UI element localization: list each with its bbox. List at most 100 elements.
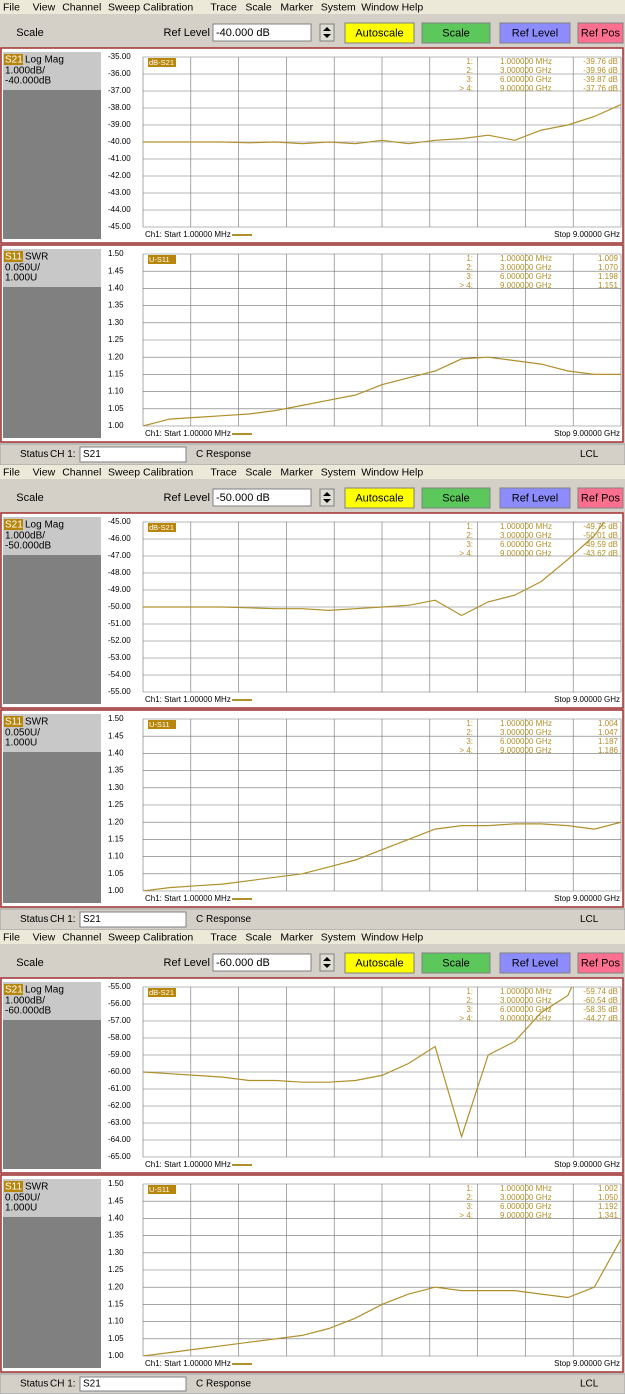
button-label[interactable]: Autoscale [355, 27, 403, 39]
menu-item[interactable]: Marker [280, 1, 313, 13]
toolbar-title: Scale [16, 27, 44, 39]
trace [143, 522, 605, 617]
y-tick-label: -50.00 [108, 602, 131, 611]
y-tick-label: -42.00 [108, 171, 131, 180]
marker-freq: 6.000000 GHz [500, 75, 552, 84]
menu-item[interactable]: Channel [62, 466, 101, 478]
toolbar-button[interactable] [344, 952, 415, 974]
menu-item[interactable]: Trace [210, 931, 237, 943]
y-tick-label: 1.20 [108, 352, 124, 361]
toolbar-button[interactable] [344, 22, 415, 44]
menu-item[interactable]: Channel [62, 931, 101, 943]
marker-id: 2: [466, 66, 473, 75]
button-label[interactable]: Scale [442, 492, 470, 504]
menu-item[interactable]: Calibration [143, 466, 193, 478]
spinner[interactable] [319, 953, 335, 972]
menu-item[interactable]: Marker [280, 466, 313, 478]
marker-id: 3: [466, 1005, 473, 1014]
toolbar-button[interactable] [421, 22, 491, 44]
y-tick-label: -40.00 [108, 137, 131, 146]
y-tick-label: 1.10 [108, 852, 124, 861]
toolbar-button[interactable] [499, 22, 571, 44]
y-tick-label: -55.00 [108, 982, 131, 991]
marker-freq: 9.000000 GHz [500, 1211, 552, 1220]
menu-item[interactable]: Trace [210, 466, 237, 478]
toolbar-button[interactable] [421, 487, 491, 509]
button-label[interactable]: Ref Pos [581, 492, 621, 504]
y-tick-label: 1.50 [108, 1179, 124, 1188]
toolbar-button[interactable] [577, 22, 624, 44]
menu-item[interactable]: View [33, 1, 56, 13]
toolbar-button[interactable] [577, 487, 624, 509]
menu-item[interactable]: Scale [245, 1, 271, 13]
marker-id: 3: [466, 737, 473, 746]
toolbar-button[interactable] [577, 952, 624, 974]
y-tick-label: 1.20 [108, 817, 124, 826]
marker-id: > 4: [459, 281, 473, 290]
marker-freq: 1.000000 MHz [500, 254, 552, 263]
menu-item[interactable]: System [321, 466, 356, 478]
marker-value: 1.050 [598, 1193, 619, 1202]
menu-item[interactable]: Scale [245, 931, 271, 943]
menu-item[interactable]: Sweep [108, 466, 140, 478]
menu-item[interactable]: Window [361, 466, 399, 478]
menu-item[interactable]: File [3, 466, 20, 478]
param-name: S21 [5, 55, 23, 66]
toolbar-button[interactable] [344, 487, 415, 509]
ref-input[interactable] [212, 953, 312, 972]
y-tick-label: -48.00 [108, 568, 131, 577]
button-label[interactable]: Scale [442, 27, 470, 39]
spinner[interactable] [319, 488, 335, 507]
button-label[interactable]: Ref Pos [581, 957, 621, 969]
button-label[interactable]: Autoscale [355, 957, 403, 969]
button-label[interactable]: Ref Level [512, 957, 558, 969]
menu-item[interactable]: Help [402, 931, 424, 943]
y-tick-label: 1.05 [108, 869, 124, 878]
y-tick-label: -54.00 [108, 670, 131, 679]
marker-value: 1.192 [598, 1202, 619, 1211]
menu-item[interactable]: Window [361, 931, 399, 943]
start-label: Ch1: Start 1.00000 MHz [145, 894, 231, 903]
menu-item[interactable]: Sweep [108, 931, 140, 943]
menu-item[interactable]: Channel [62, 1, 101, 13]
menu-item[interactable]: Help [402, 1, 424, 13]
y-tick-label: -52.00 [108, 636, 131, 645]
marker-value: 1.070 [598, 263, 619, 272]
ref-input[interactable] [212, 488, 312, 507]
y-tick-label: 1.00 [108, 886, 124, 895]
menu-item[interactable]: File [3, 1, 20, 13]
menu-item[interactable]: View [33, 466, 56, 478]
marker-freq: 9.000000 GHz [500, 549, 552, 558]
trace-label: U-S11 [149, 720, 170, 729]
status-label: Status [20, 1379, 48, 1390]
menu-item[interactable]: Scale [245, 466, 271, 478]
menu-item[interactable]: File [3, 931, 20, 943]
status-param-box [79, 1376, 187, 1392]
button-label[interactable]: Autoscale [355, 492, 403, 504]
menu-item[interactable]: Window [361, 1, 399, 13]
button-label[interactable]: Ref Level [512, 492, 558, 504]
y-tick-label: -45.00 [108, 517, 131, 526]
button-label[interactable]: Scale [442, 957, 470, 969]
menu-item[interactable]: System [321, 1, 356, 13]
menu-item[interactable]: View [33, 931, 56, 943]
start-label: Ch1: Start 1.00000 MHz [145, 429, 231, 438]
toolbar-button[interactable] [421, 952, 491, 974]
menu-item[interactable]: System [321, 931, 356, 943]
toolbar-button[interactable] [499, 952, 571, 974]
menu-item[interactable]: Sweep [108, 1, 140, 13]
menu-item[interactable]: Calibration [143, 1, 193, 13]
menu-item[interactable]: Trace [210, 1, 237, 13]
toolbar-button[interactable] [499, 487, 571, 509]
menu-item[interactable]: Calibration [143, 931, 193, 943]
menu-item[interactable]: Marker [280, 931, 313, 943]
button-label[interactable]: Ref Level [512, 27, 558, 39]
spinner[interactable] [319, 23, 335, 42]
marker-value: 1.187 [598, 737, 619, 746]
menu-item[interactable]: Help [402, 466, 424, 478]
ref-input[interactable] [212, 23, 312, 42]
button-label[interactable]: Ref Pos [581, 27, 621, 39]
trace-label-bg [148, 720, 176, 729]
y-tick-label: -55.00 [108, 687, 131, 696]
y-tick-label: 1.40 [108, 1214, 124, 1223]
